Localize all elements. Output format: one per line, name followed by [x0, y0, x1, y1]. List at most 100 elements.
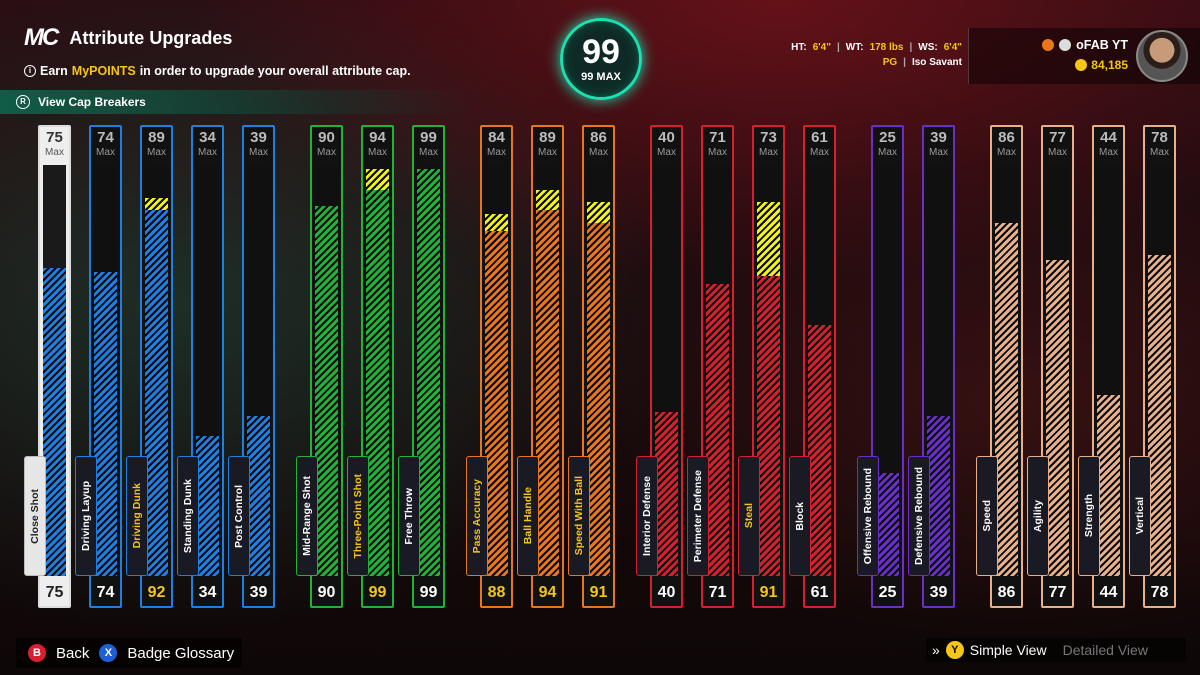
attribute-bar[interactable]: 74 Max Driving Layup 74 — [75, 125, 122, 608]
attribute-track — [706, 165, 729, 576]
attribute-current-value: 40 — [657, 584, 676, 601]
avatar — [1136, 30, 1188, 82]
gamertag: oFAB YT — [1076, 38, 1128, 52]
attribute-upgrade-fill — [485, 214, 508, 231]
attribute-name: Standing Dunk — [182, 478, 194, 554]
attribute-fill — [366, 189, 389, 576]
attribute-bar[interactable]: 39 Max Post Control 39 — [228, 125, 275, 608]
archetype: Iso Savant — [911, 57, 962, 68]
attribute-max-label: Max — [45, 147, 64, 158]
attribute-bar[interactable]: 34 Max Standing Dunk 34 — [177, 125, 224, 608]
attribute-fill — [808, 325, 831, 576]
attribute-current-value: 61 — [810, 584, 829, 601]
attribute-track — [145, 165, 168, 576]
attribute-upgrade-fill — [145, 197, 168, 211]
b-button-icon[interactable]: B — [28, 644, 46, 662]
attribute-bar[interactable]: 89 Max Driving Dunk 92 — [126, 125, 173, 608]
attribute-bar[interactable]: 89 Max Ball Handle 94 — [517, 125, 564, 608]
attribute-bar[interactable]: 25 Max Offensive Rebound 25 — [857, 125, 904, 608]
player-card: oFAB YT 84,185 — [968, 28, 1200, 84]
attribute-name: Close Shot — [29, 488, 41, 544]
separator: | — [836, 42, 840, 53]
detailed-view-option[interactable]: Detailed View — [1062, 642, 1148, 658]
attribute-bar[interactable]: 84 Max Pass Accuracy 88 — [466, 125, 513, 608]
attribute-name-tag: Free Throw — [398, 456, 420, 576]
simple-view-option[interactable]: Simple View — [969, 642, 1047, 658]
x-button-icon[interactable]: X — [99, 644, 118, 662]
back-button[interactable]: Back — [56, 644, 90, 662]
attribute-name-tag: Three-Point Shot — [347, 456, 369, 576]
attribute-upgrade-fill — [757, 202, 780, 276]
attribute-track — [43, 165, 66, 576]
attribute-fill — [1097, 395, 1120, 576]
badge-glossary-button[interactable]: Badge Glossary — [127, 644, 235, 662]
attribute-name-tag: Speed — [976, 456, 998, 576]
attribute-bar[interactable]: 99 Max Free Throw 99 — [398, 125, 445, 608]
attribute-name-tag: Mid-Range Shot — [296, 456, 318, 576]
attribute-name-tag: Perimeter Defense — [687, 456, 709, 576]
attribute-current-value: 39 — [929, 584, 948, 601]
attribute-upgrade-fill — [366, 169, 389, 190]
attribute-name: Block — [794, 501, 806, 531]
attribute-bar[interactable]: 73 Max Steal 91 — [738, 125, 785, 608]
attribute-max-value: 44 — [1100, 129, 1117, 146]
stick-button-icon: R — [16, 95, 30, 109]
attribute-name-tag: Agility — [1027, 456, 1049, 576]
attribute-name-tag: Post Control — [228, 456, 250, 576]
attribute-bar[interactable]: 61 Max Block 61 — [789, 125, 836, 608]
vc-balance: 84,185 — [1075, 58, 1128, 72]
attribute-fill — [315, 206, 338, 576]
attribute-bar[interactable]: 77 Max Agility 77 — [1027, 125, 1074, 608]
xbox-icon — [1059, 39, 1072, 51]
attribute-current-value: 91 — [589, 584, 608, 601]
attribute-current-value: 25 — [878, 584, 897, 601]
view-cap-breakers-button[interactable]: R View Cap Breakers — [0, 90, 470, 114]
attribute-max-label: Max — [538, 147, 557, 158]
attribute-track — [536, 165, 559, 576]
attribute-name-tag: Offensive Rebound — [857, 456, 879, 576]
y-button-icon[interactable]: Y — [945, 641, 964, 659]
attribute-bar[interactable]: 71 Max Perimeter Defense 71 — [687, 125, 734, 608]
attribute-current-value: 77 — [1048, 584, 1067, 601]
attribute-bar[interactable]: 94 Max Three-Point Shot 99 — [347, 125, 394, 608]
attribute-track — [927, 165, 950, 576]
attribute-bar[interactable]: 40 Max Interior Defense 40 — [636, 125, 683, 608]
attribute-bar[interactable]: 44 Max Strength 44 — [1078, 125, 1125, 608]
wt-value: 178 lbs — [869, 42, 904, 53]
attribute-max-value: 25 — [879, 129, 896, 146]
attribute-bar[interactable]: 90 Max Mid-Range Shot 90 — [296, 125, 343, 608]
attribute-fill — [536, 210, 559, 576]
attribute-track — [366, 165, 389, 576]
attribute-max-label: Max — [708, 147, 727, 158]
attribute-max-label: Max — [249, 147, 268, 158]
attribute-name: Free Throw — [403, 487, 415, 545]
attribute-bar[interactable]: 75 Max Close Shot 75 — [24, 125, 71, 608]
view-toggle[interactable]: » Y Simple View Detailed View — [926, 638, 1186, 662]
subtitle-pre: Earn — [40, 64, 68, 78]
page-subtitle: i Earn MyPOINTS in order to upgrade your… — [24, 64, 411, 78]
attribute-track — [196, 165, 219, 576]
overall-rating: 99 — [582, 33, 620, 71]
attribute-max-value: 86 — [998, 129, 1015, 146]
attribute-name-tag: Interior Defense — [636, 456, 658, 576]
attribute-current-value: 99 — [419, 584, 438, 601]
attribute-bar[interactable]: 39 Max Defensive Rebound 39 — [908, 125, 955, 608]
attribute-fill — [1148, 255, 1171, 576]
player-info: HT: 6'4" | WT: 178 lbs | WS: 6'4" PG | I… — [770, 42, 962, 72]
attribute-name: Steal — [743, 503, 755, 529]
attribute-fill — [995, 222, 1018, 576]
attribute-track — [247, 165, 270, 576]
separator: | — [909, 42, 913, 53]
attribute-current-value: 34 — [198, 584, 217, 601]
attribute-bar[interactable]: 86 Max Speed 86 — [976, 125, 1023, 608]
attribute-bar[interactable]: 78 Max Vertical 78 — [1129, 125, 1176, 608]
attribute-name: Speed With Ball — [573, 476, 585, 556]
chevrons-icon: » — [932, 642, 940, 658]
attribute-fill — [927, 415, 950, 576]
attribute-name-tag: Ball Handle — [517, 456, 539, 576]
attribute-max-label: Max — [1099, 147, 1118, 158]
attribute-name: Agility — [1032, 499, 1044, 533]
attribute-bar[interactable]: 86 Max Speed With Ball 91 — [568, 125, 615, 608]
attribute-track — [995, 165, 1018, 576]
